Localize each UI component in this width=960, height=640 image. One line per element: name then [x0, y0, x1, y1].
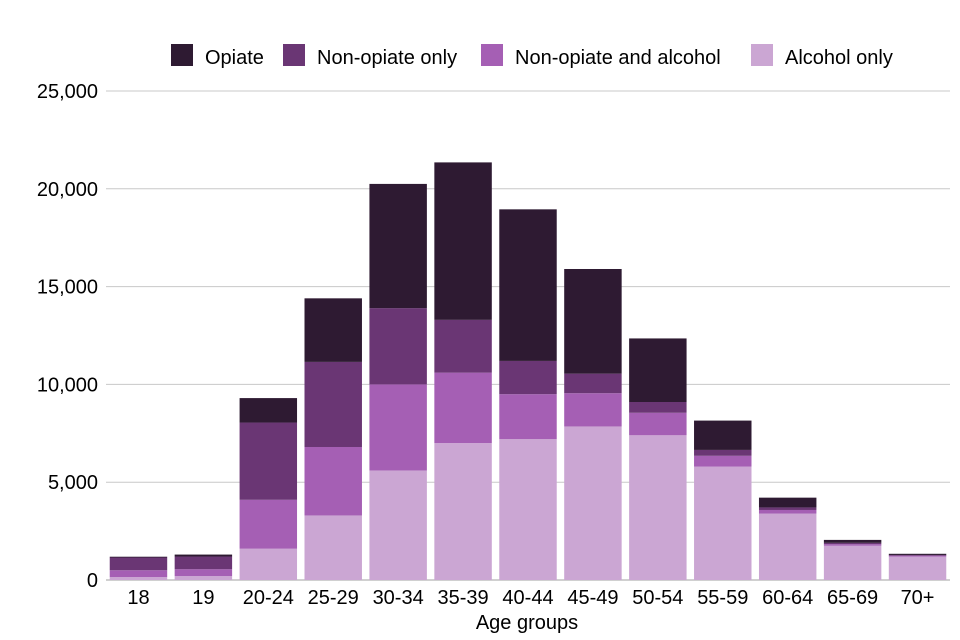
bar-segment — [239, 499, 298, 549]
x-tick-label: 65-69 — [827, 587, 878, 609]
bar-segment — [694, 420, 752, 450]
y-tick-label: 25,000 — [37, 81, 98, 103]
bar-segment — [304, 298, 362, 362]
bar-segment — [564, 268, 622, 374]
bar-segment — [694, 466, 752, 580]
legend-swatch — [481, 44, 503, 66]
bar-segment — [239, 422, 298, 500]
x-tick-label: 50-54 — [632, 587, 683, 609]
bar-segment — [758, 509, 817, 514]
x-tick-label: 25-29 — [308, 587, 359, 609]
bar-segment — [369, 470, 427, 580]
bar-segment — [758, 513, 817, 580]
y-axis-ticks: 0 5,000 10,000 15,000 20,000 25,000 — [37, 81, 98, 592]
x-tick-label: 70+ — [901, 587, 935, 609]
bar-segment — [174, 554, 233, 557]
bar-segment — [499, 394, 557, 440]
x-tick-label: 18 — [127, 587, 149, 609]
legend-swatch — [751, 44, 773, 66]
bar-segment — [499, 439, 557, 580]
x-tick-label: 35-39 — [437, 587, 488, 609]
bar-segment — [629, 435, 687, 580]
bar-segment — [304, 515, 362, 580]
bar-segment — [174, 576, 233, 580]
bar-segment — [109, 556, 168, 558]
bar-segment — [823, 539, 882, 543]
bars — [109, 162, 947, 580]
legend-swatch — [171, 44, 193, 66]
legend-label: Non-opiate and alcohol — [515, 47, 721, 69]
x-tick-label: 30-34 — [373, 587, 424, 609]
x-tick-label: 40-44 — [502, 587, 553, 609]
bar-segment — [304, 361, 362, 447]
bar-segment — [239, 398, 298, 423]
x-tick-label: 60-64 — [762, 587, 813, 609]
bar-segment — [629, 402, 687, 413]
bar-segment — [109, 577, 168, 580]
y-tick-label: 10,000 — [37, 374, 98, 396]
bar-segment — [499, 360, 557, 395]
x-tick-label: 20-24 — [243, 587, 294, 609]
x-tick-label: 19 — [192, 587, 214, 609]
bar-segment — [888, 555, 947, 557]
bar-segment — [758, 497, 817, 508]
bar-segment — [434, 372, 492, 444]
bar-segment — [629, 412, 687, 436]
bar-segment — [564, 373, 622, 394]
x-axis-title: Age groups — [476, 612, 578, 634]
bar-segment — [694, 455, 752, 467]
legend: Opiate Non-opiate only Non-opiate and alco… — [171, 44, 893, 69]
bar-segment — [369, 183, 427, 309]
x-axis-ticks: 18 19 20-24 25-29 30-34 35-39 40-44 45-49 50-54 5… — [127, 587, 934, 609]
y-tick-label: 20,000 — [37, 179, 98, 201]
legend-label: Non-opiate only — [317, 47, 457, 69]
y-tick-label: 15,000 — [37, 277, 98, 299]
y-tick-label: 0 — [87, 570, 98, 592]
bar-segment — [304, 446, 362, 516]
bar-segment — [564, 393, 622, 427]
bar-segment — [239, 548, 298, 580]
bar-segment — [888, 556, 947, 580]
bar-segment — [888, 554, 947, 556]
bar-segment — [109, 557, 168, 571]
bar-segment — [823, 544, 882, 546]
legend-swatch — [283, 44, 305, 66]
bar-segment — [823, 542, 882, 545]
bar-segment — [434, 162, 492, 320]
x-tick-label: 55-59 — [697, 587, 748, 609]
bar-segment — [564, 426, 622, 580]
bar-segment — [499, 209, 557, 361]
bar-segment — [369, 384, 427, 471]
bar-segment — [369, 308, 427, 385]
bar-segment — [888, 553, 947, 555]
bar-segment — [758, 507, 817, 510]
bar-segment — [434, 319, 492, 373]
bar-segment — [694, 449, 752, 456]
y-tick-label: 5,000 — [48, 472, 98, 494]
legend-label: Opiate — [205, 47, 264, 69]
bar-segment — [434, 443, 492, 580]
legend-label: Alcohol only — [785, 47, 893, 69]
bar-segment — [629, 338, 687, 403]
bar-segment — [174, 569, 233, 577]
bar-segment — [109, 570, 168, 578]
bar-segment — [823, 545, 882, 580]
bar-segment — [174, 556, 233, 570]
x-tick-label: 45-49 — [567, 587, 618, 609]
